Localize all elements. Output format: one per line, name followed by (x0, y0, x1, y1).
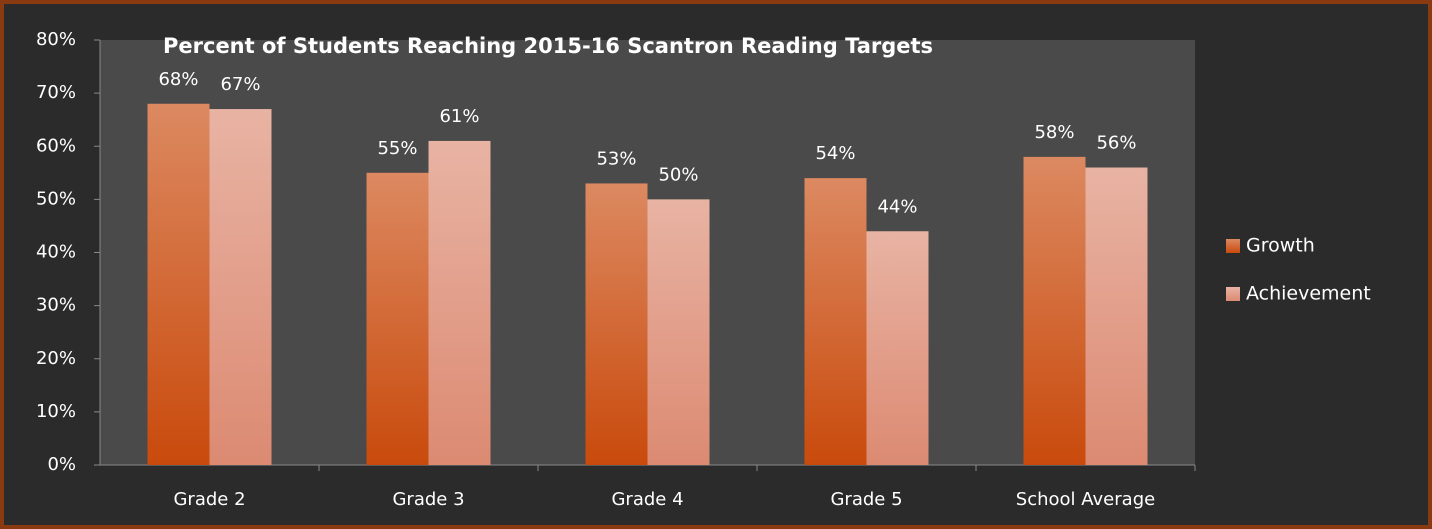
y-tick-label: 60% (36, 135, 76, 156)
y-tick-label: 10% (36, 401, 76, 422)
x-tick-label: Grade 2 (173, 489, 245, 510)
value-label: 44% (877, 196, 917, 217)
value-label: 55% (377, 138, 417, 159)
bar (147, 103, 210, 465)
x-tick-label: Grade 3 (392, 489, 464, 510)
x-tick-label: Grade 5 (830, 489, 902, 510)
value-label: 54% (815, 143, 855, 164)
y-tick-label: 30% (36, 295, 76, 316)
value-label: 58% (1034, 122, 1074, 143)
bar (1023, 156, 1086, 465)
y-tick-label: 0% (47, 454, 76, 475)
x-tick-label: School Average (1016, 489, 1155, 510)
bar (1085, 167, 1148, 465)
value-label: 67% (220, 74, 260, 95)
legend-swatch (1226, 239, 1240, 253)
y-tick-label: 20% (36, 348, 76, 369)
bar (428, 140, 491, 465)
legend-swatch (1226, 287, 1240, 301)
legend-label: Achievement (1246, 283, 1371, 305)
value-label: 61% (439, 106, 479, 127)
value-label: 56% (1096, 133, 1136, 154)
bar (647, 199, 710, 465)
value-label: 53% (596, 148, 636, 169)
y-tick-label: 50% (36, 188, 76, 209)
bar (209, 109, 272, 465)
value-label: 68% (158, 69, 198, 90)
bar (866, 231, 929, 465)
y-tick-label: 80% (36, 29, 76, 50)
legend-label: Growth (1246, 235, 1315, 257)
value-label: 50% (658, 164, 698, 185)
chart-title: Percent of Students Reaching 2015-16 Sca… (163, 34, 933, 58)
y-tick-label: 40% (36, 242, 76, 263)
x-tick-label: Grade 4 (611, 489, 683, 510)
bar (804, 178, 867, 465)
bar (366, 172, 429, 465)
y-tick-label: 70% (36, 82, 76, 103)
bar (585, 183, 648, 465)
